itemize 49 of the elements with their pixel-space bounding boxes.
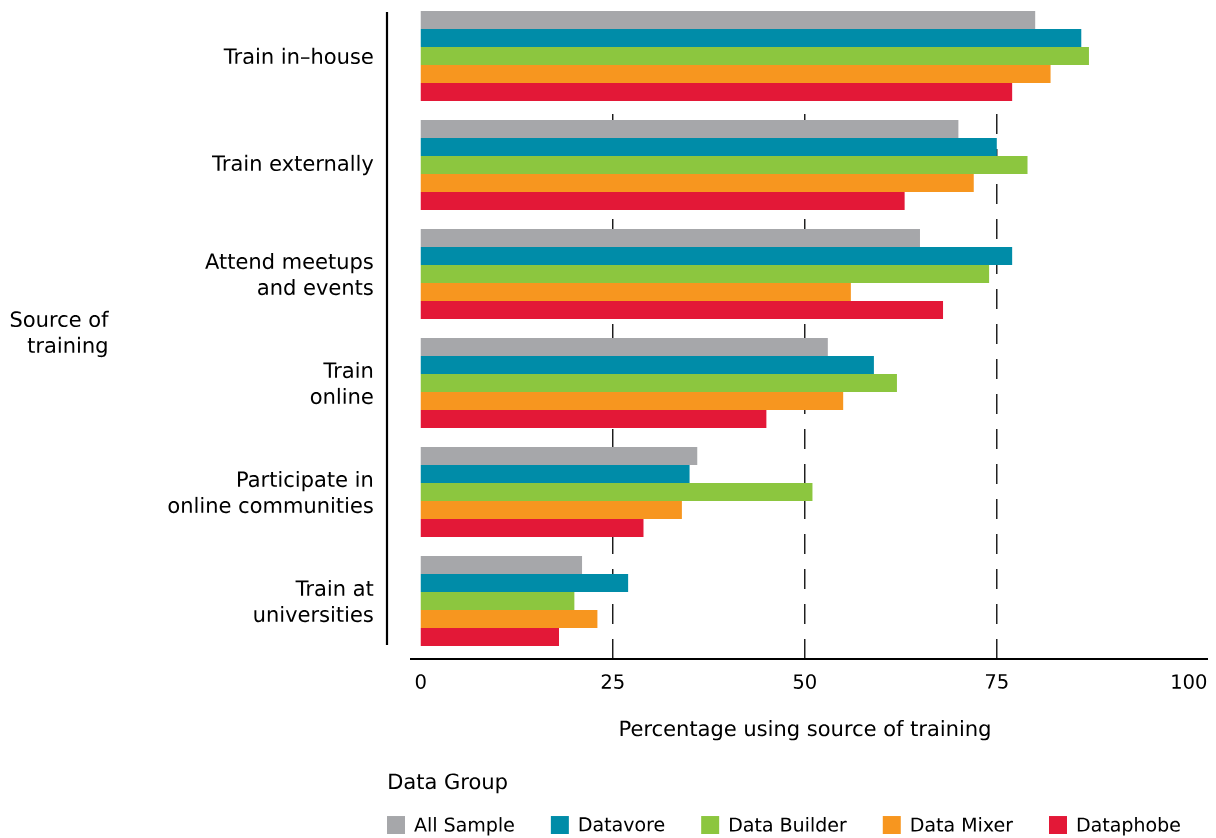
bar: [420, 29, 1082, 47]
bar: [420, 410, 767, 429]
bar: [420, 574, 629, 593]
bar: [420, 156, 1028, 174]
bar: [420, 229, 920, 247]
y-tick-label: Train at universities: [254, 579, 374, 623]
bar: [420, 174, 974, 192]
bar: [420, 120, 959, 138]
legend-title: Data Group: [389, 773, 507, 794]
bar: [420, 47, 1089, 65]
bar: [420, 610, 598, 629]
legend-label: Data Builder: [730, 817, 847, 832]
bar: [420, 392, 844, 411]
bar: [420, 356, 874, 374]
x-tick-label: 0: [415, 674, 426, 689]
bar: [420, 465, 690, 484]
bar: [420, 65, 1051, 83]
legend-label: Dataphobe: [1077, 817, 1180, 836]
y-tick-label: Participate in online communities: [168, 470, 373, 514]
bar: [420, 301, 944, 319]
bar: [420, 374, 897, 392]
x-tick-label: 50: [793, 674, 816, 689]
bar: [420, 447, 698, 466]
y-axis-title: Source of training: [10, 310, 109, 358]
bar: [420, 628, 559, 647]
bar: [420, 283, 851, 301]
bar: [420, 138, 997, 156]
x-tick-label: 100: [1172, 674, 1207, 689]
bar: [420, 83, 1013, 101]
y-tick-label: Attend meetups and events: [205, 252, 373, 296]
legend-label: Data Mixer: [911, 817, 1014, 832]
y-tick-label: Train online: [310, 361, 373, 405]
y-tick-label: Train externally: [212, 154, 374, 176]
y-tick-label: Train in–house: [223, 47, 373, 65]
legend-label: All Sample: [414, 817, 514, 836]
x-tick-label: 75: [985, 674, 1008, 689]
bar: [420, 192, 905, 210]
bar: [420, 483, 813, 502]
bar: [420, 556, 583, 575]
bar: [420, 247, 1013, 265]
bar: [420, 592, 575, 611]
bar: [420, 11, 1036, 29]
bar: [420, 501, 682, 520]
bar: [420, 265, 990, 283]
x-axis-title: Percentage using source of training: [620, 720, 990, 741]
bar: [420, 519, 644, 538]
legend-label: Datavore: [579, 817, 665, 832]
bar: [420, 338, 828, 356]
x-tick-label: 25: [601, 674, 624, 689]
